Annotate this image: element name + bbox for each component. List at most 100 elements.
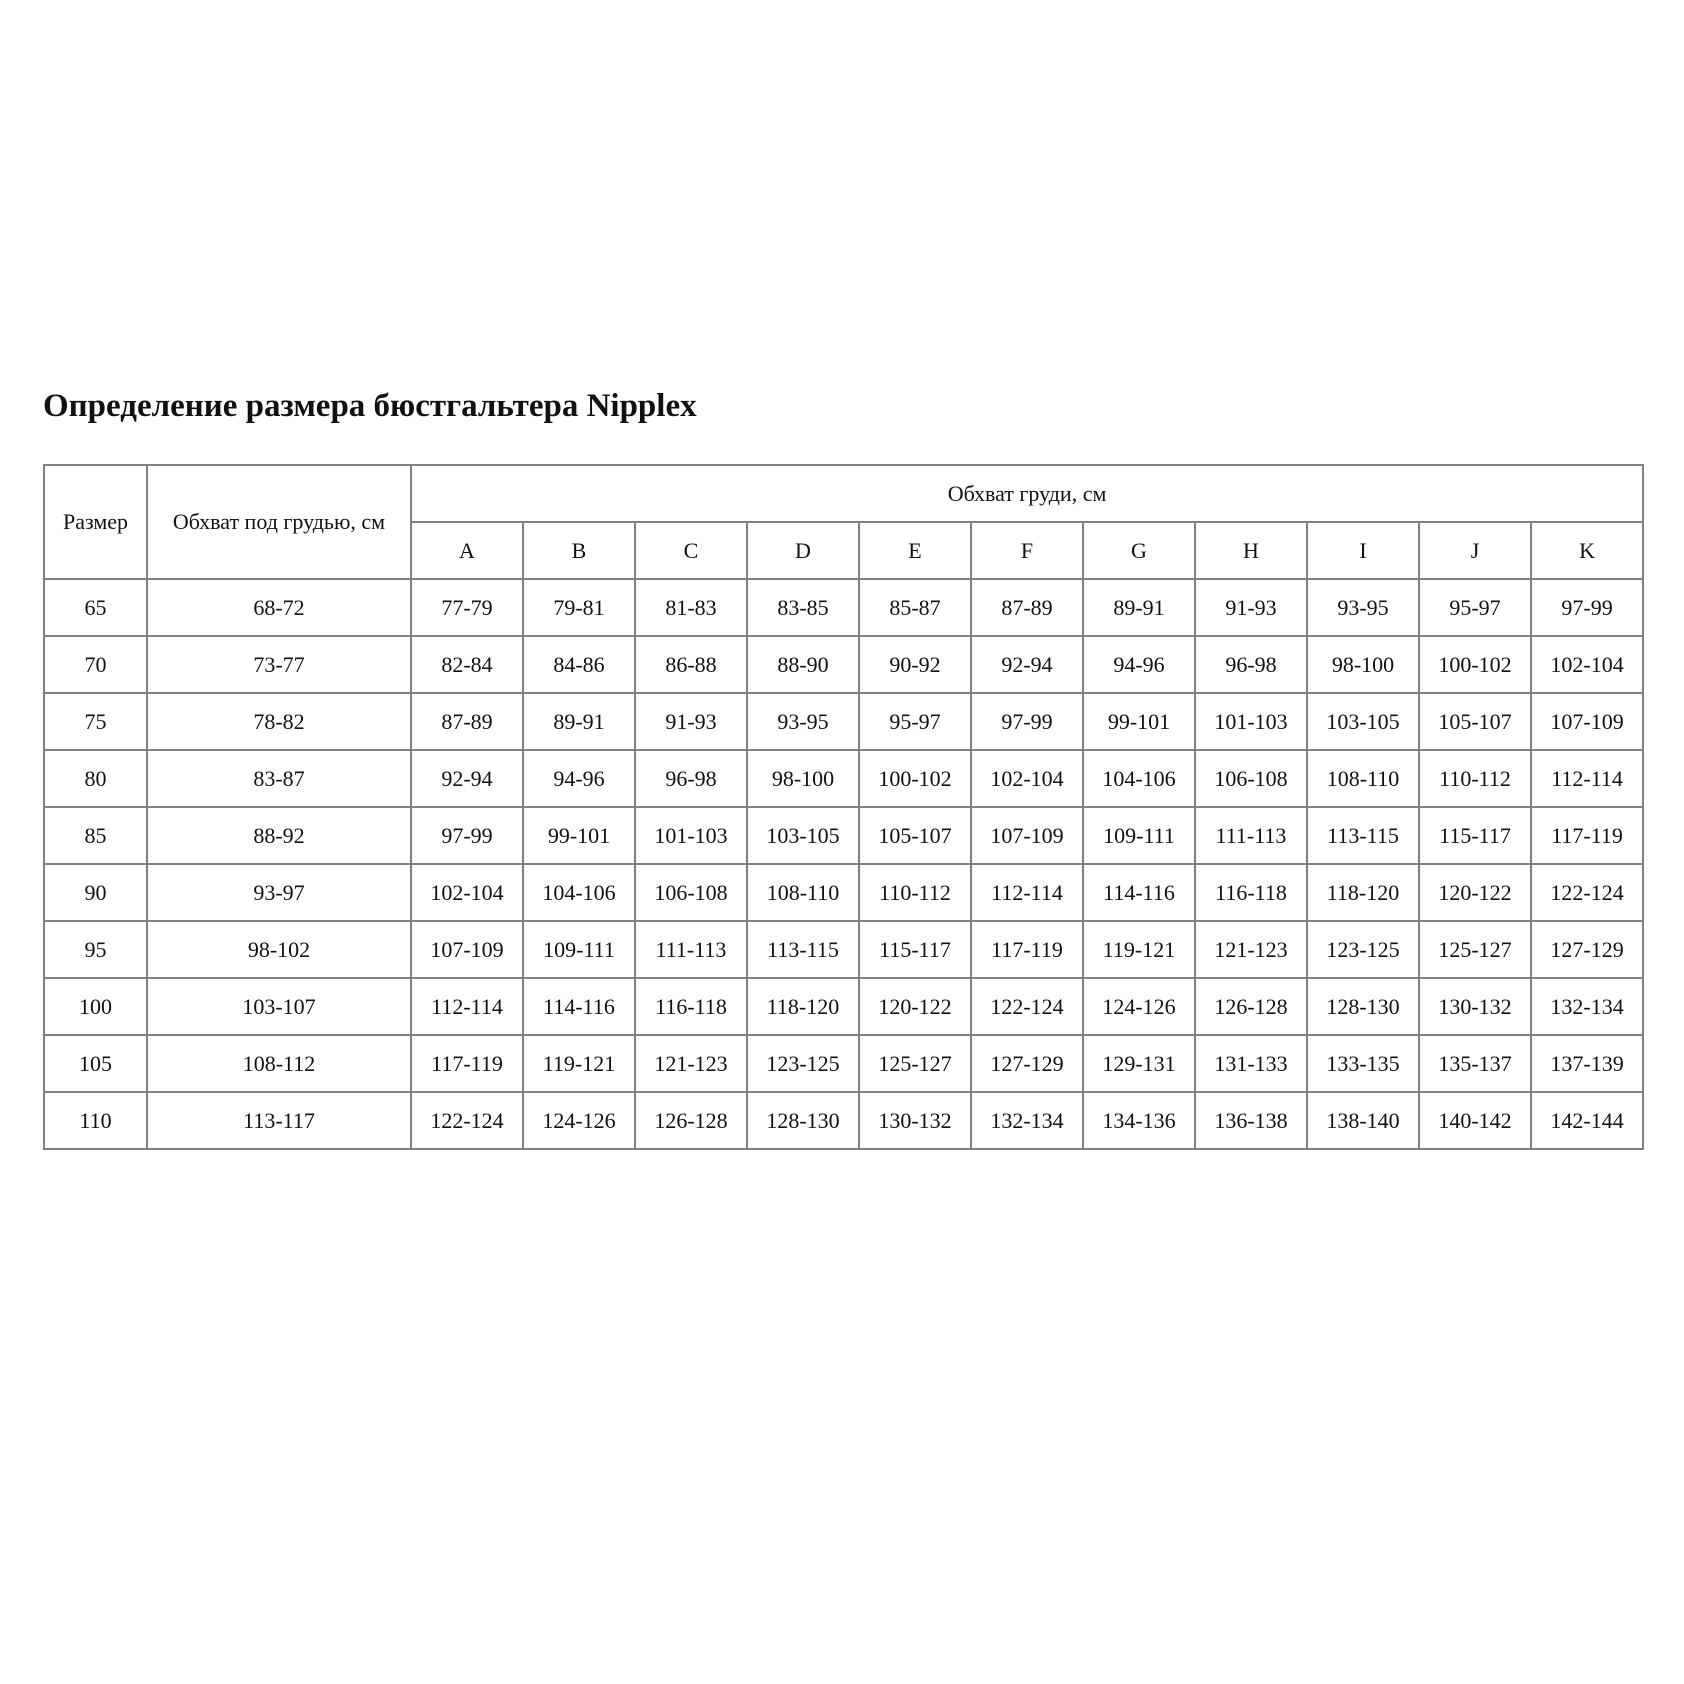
underbust-cell: 93-97 xyxy=(146,863,412,922)
bust-cell: 83-85 xyxy=(746,578,860,637)
bust-cell: 113-115 xyxy=(746,920,860,979)
bust-cell: 103-105 xyxy=(746,806,860,865)
underbust-cell: 88-92 xyxy=(146,806,412,865)
underbust-cell: 73-77 xyxy=(146,635,412,694)
bust-cell: 86-88 xyxy=(634,635,748,694)
bust-cell: 111-113 xyxy=(634,920,748,979)
size-cell: 65 xyxy=(43,578,148,637)
bust-cell: 127-129 xyxy=(1529,920,1645,979)
bust-cell: 88-90 xyxy=(746,635,860,694)
bust-cell: 105-107 xyxy=(1418,692,1532,751)
bust-cell: 112-114 xyxy=(1529,749,1645,808)
header-cup: K xyxy=(1529,521,1645,580)
size-cell: 75 xyxy=(43,692,148,751)
bust-cell: 107-109 xyxy=(970,806,1084,865)
bust-cell: 106-108 xyxy=(634,863,748,922)
bust-cell: 124-126 xyxy=(522,1091,636,1150)
bust-cell: 98-100 xyxy=(1306,635,1420,694)
bust-cell: 85-87 xyxy=(858,578,972,637)
page-title: Определение размера бюстгальтера Nipplex xyxy=(43,388,697,424)
bust-cell: 122-124 xyxy=(970,977,1084,1036)
bust-cell: 135-137 xyxy=(1418,1034,1532,1093)
table-row: 110 113-117 122-124 124-126 126-128 128-130 13… xyxy=(43,1091,1645,1150)
size-cell: 85 xyxy=(43,806,148,865)
size-table: Размер Обхват под грудью, см Обхват груд… xyxy=(43,464,1645,1150)
bust-cell: 128-130 xyxy=(1306,977,1420,1036)
bust-cell: 101-103 xyxy=(1194,692,1308,751)
bust-cell: 123-125 xyxy=(746,1034,860,1093)
header-cup: B xyxy=(522,521,636,580)
bust-cell: 127-129 xyxy=(970,1034,1084,1093)
underbust-cell: 108-112 xyxy=(146,1034,412,1093)
bust-cell: 131-133 xyxy=(1194,1034,1308,1093)
bust-cell: 91-93 xyxy=(634,692,748,751)
bust-cell: 105-107 xyxy=(858,806,972,865)
table-row: 100 103-107 112-114 114-116 116-118 118-120 12… xyxy=(43,977,1645,1036)
bust-cell: 122-124 xyxy=(1529,863,1645,922)
bust-cell: 113-115 xyxy=(1306,806,1420,865)
header-cup: J xyxy=(1418,521,1532,580)
bust-cell: 116-118 xyxy=(1194,863,1308,922)
bust-cell: 91-93 xyxy=(1194,578,1308,637)
bust-cell: 128-130 xyxy=(746,1091,860,1150)
bust-cell: 117-119 xyxy=(970,920,1084,979)
header-cup: D xyxy=(746,521,860,580)
header-cup: G xyxy=(1082,521,1196,580)
bust-cell: 142-144 xyxy=(1529,1091,1645,1150)
bust-cell: 95-97 xyxy=(1418,578,1532,637)
table-row: 70 73-77 82-84 84-86 86-88 88-90 90-92 92-94 94-… xyxy=(43,635,1645,694)
bust-cell: 89-91 xyxy=(1082,578,1196,637)
bust-cell: 118-120 xyxy=(1306,863,1420,922)
bust-cell: 79-81 xyxy=(522,578,636,637)
bust-cell: 124-126 xyxy=(1082,977,1196,1036)
bust-cell: 125-127 xyxy=(858,1034,972,1093)
bust-cell: 94-96 xyxy=(522,749,636,808)
header-underbust: Обхват под грудью, см xyxy=(146,464,412,580)
size-cell: 70 xyxy=(43,635,148,694)
bust-cell: 130-132 xyxy=(1418,977,1532,1036)
bust-cell: 137-139 xyxy=(1529,1034,1645,1093)
bust-cell: 119-121 xyxy=(522,1034,636,1093)
underbust-cell: 113-117 xyxy=(146,1091,412,1150)
bust-cell: 102-104 xyxy=(970,749,1084,808)
bust-cell: 95-97 xyxy=(858,692,972,751)
size-cell: 95 xyxy=(43,920,148,979)
bust-cell: 106-108 xyxy=(1194,749,1308,808)
bust-cell: 120-122 xyxy=(1418,863,1532,922)
bust-cell: 119-121 xyxy=(1082,920,1196,979)
bust-cell: 90-92 xyxy=(858,635,972,694)
underbust-cell: 83-87 xyxy=(146,749,412,808)
bust-cell: 110-112 xyxy=(1418,749,1532,808)
bust-cell: 84-86 xyxy=(522,635,636,694)
underbust-cell: 103-107 xyxy=(146,977,412,1036)
table-row: 75 78-82 87-89 89-91 91-93 93-95 95-97 97-99 99-… xyxy=(43,692,1645,751)
bust-cell: 126-128 xyxy=(634,1091,748,1150)
bust-cell: 98-100 xyxy=(746,749,860,808)
bust-cell: 99-101 xyxy=(522,806,636,865)
bust-cell: 117-119 xyxy=(410,1034,524,1093)
bust-cell: 134-136 xyxy=(1082,1091,1196,1150)
bust-cell: 87-89 xyxy=(970,578,1084,637)
size-cell: 110 xyxy=(43,1091,148,1150)
bust-cell: 77-79 xyxy=(410,578,524,637)
bust-cell: 138-140 xyxy=(1306,1091,1420,1150)
size-cell: 80 xyxy=(43,749,148,808)
table-row: 90 93-97 102-104 104-106 106-108 108-110 110-1… xyxy=(43,863,1645,922)
bust-cell: 133-135 xyxy=(1306,1034,1420,1093)
bust-cell: 104-106 xyxy=(522,863,636,922)
table-row: 95 98-102 107-109 109-111 111-113 113-115 115-… xyxy=(43,920,1645,979)
bust-cell: 89-91 xyxy=(522,692,636,751)
bust-cell: 87-89 xyxy=(410,692,524,751)
bust-cell: 111-113 xyxy=(1194,806,1308,865)
bust-cell: 123-125 xyxy=(1306,920,1420,979)
underbust-cell: 68-72 xyxy=(146,578,412,637)
bust-cell: 82-84 xyxy=(410,635,524,694)
header-cup: H xyxy=(1194,521,1308,580)
bust-cell: 93-95 xyxy=(746,692,860,751)
header-cup: F xyxy=(970,521,1084,580)
bust-cell: 130-132 xyxy=(858,1091,972,1150)
bust-cell: 122-124 xyxy=(410,1091,524,1150)
bust-cell: 97-99 xyxy=(1529,578,1645,637)
bust-cell: 99-101 xyxy=(1082,692,1196,751)
bust-cell: 102-104 xyxy=(410,863,524,922)
